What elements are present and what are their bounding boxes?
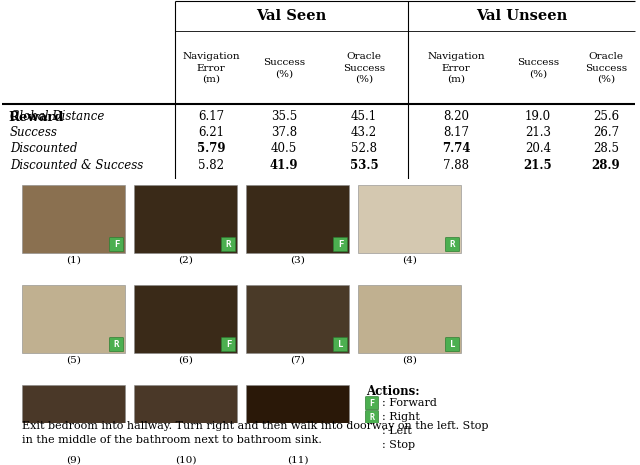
Text: R: R — [114, 340, 119, 349]
Text: F: F — [338, 240, 343, 249]
Text: L: L — [450, 340, 455, 349]
Text: R: R — [450, 240, 455, 249]
Text: R: R — [226, 240, 231, 249]
Text: 25.6: 25.6 — [593, 110, 619, 122]
Text: L: L — [338, 340, 343, 349]
FancyBboxPatch shape — [445, 238, 460, 252]
Text: 8.20: 8.20 — [443, 110, 469, 122]
Text: Exit bedroom into hallway. Turn right and then walk into doorway on the left. St: Exit bedroom into hallway. Turn right an… — [22, 421, 489, 445]
Text: F: F — [369, 399, 374, 408]
Text: L: L — [369, 427, 374, 436]
Text: Success: Success — [10, 126, 58, 139]
Bar — [134, 385, 237, 453]
Text: (5): (5) — [66, 355, 81, 364]
Text: (4): (4) — [402, 255, 417, 264]
Text: 21.5: 21.5 — [524, 159, 552, 172]
Text: Discounted & Success: Discounted & Success — [10, 159, 143, 172]
FancyBboxPatch shape — [365, 438, 378, 452]
FancyBboxPatch shape — [365, 397, 378, 410]
Bar — [134, 185, 237, 253]
Bar — [246, 185, 349, 253]
Bar — [134, 285, 237, 353]
Text: 43.2: 43.2 — [351, 126, 377, 139]
Text: 7.88: 7.88 — [443, 159, 469, 172]
Text: (3): (3) — [290, 255, 305, 264]
Text: Success
(%): Success (%) — [263, 58, 305, 78]
Bar — [358, 185, 461, 253]
Text: L: L — [114, 440, 119, 449]
FancyBboxPatch shape — [221, 338, 236, 352]
Text: 53.5: 53.5 — [349, 159, 378, 172]
FancyBboxPatch shape — [221, 438, 236, 452]
FancyBboxPatch shape — [333, 338, 348, 352]
Text: (2): (2) — [178, 255, 193, 264]
Text: R: R — [369, 412, 374, 422]
Text: F: F — [114, 240, 119, 249]
Text: 35.5: 35.5 — [271, 110, 297, 122]
Text: 5.82: 5.82 — [198, 159, 224, 172]
Text: (9): (9) — [66, 455, 81, 464]
Text: : Left: : Left — [382, 426, 412, 436]
FancyBboxPatch shape — [333, 238, 348, 252]
Text: 6.21: 6.21 — [198, 126, 224, 139]
Text: F: F — [226, 340, 231, 349]
Bar — [246, 285, 349, 353]
Text: (8): (8) — [402, 355, 417, 364]
Text: S: S — [369, 441, 374, 450]
Bar — [22, 385, 125, 453]
Text: Navigation
Error
(m): Navigation Error (m) — [182, 53, 240, 84]
Text: 28.9: 28.9 — [592, 159, 620, 172]
Text: 6.17: 6.17 — [198, 110, 224, 122]
Text: Actions:: Actions: — [366, 385, 420, 398]
Text: Navigation
Error
(m): Navigation Error (m) — [427, 53, 485, 84]
Text: : Stop: : Stop — [382, 440, 415, 450]
Text: 45.1: 45.1 — [351, 110, 377, 122]
FancyBboxPatch shape — [221, 238, 236, 252]
Text: (11): (11) — [287, 455, 308, 464]
Text: 52.8: 52.8 — [351, 141, 377, 154]
Text: Global Distance: Global Distance — [10, 110, 104, 122]
Bar — [22, 185, 125, 253]
Text: (1): (1) — [66, 255, 81, 264]
Text: 28.5: 28.5 — [593, 141, 619, 154]
Text: 7.74: 7.74 — [442, 141, 470, 154]
FancyBboxPatch shape — [109, 238, 124, 252]
Text: (6): (6) — [178, 355, 193, 364]
Text: 40.5: 40.5 — [271, 141, 297, 154]
Text: 5.79: 5.79 — [196, 141, 225, 154]
Text: 21.3: 21.3 — [525, 126, 551, 139]
Text: (10): (10) — [175, 455, 196, 464]
Text: 37.8: 37.8 — [271, 126, 297, 139]
Text: Val Unseen: Val Unseen — [476, 9, 567, 23]
Text: Val Seen: Val Seen — [257, 9, 326, 23]
Text: (7): (7) — [290, 355, 305, 364]
Text: Discounted: Discounted — [10, 141, 77, 154]
Text: Oracle
Success
(%): Oracle Success (%) — [343, 53, 385, 84]
FancyBboxPatch shape — [365, 425, 378, 438]
FancyBboxPatch shape — [109, 338, 124, 352]
FancyBboxPatch shape — [365, 411, 378, 424]
Text: : Forward: : Forward — [382, 398, 437, 408]
FancyBboxPatch shape — [445, 338, 460, 352]
FancyBboxPatch shape — [333, 438, 348, 452]
FancyBboxPatch shape — [109, 438, 124, 452]
Text: Reward: Reward — [8, 111, 63, 124]
Bar — [358, 285, 461, 353]
Bar — [22, 285, 125, 353]
Text: 41.9: 41.9 — [269, 159, 298, 172]
Text: 8.17: 8.17 — [443, 126, 469, 139]
Text: Success
(%): Success (%) — [517, 58, 559, 78]
Text: Oracle
Success
(%): Oracle Success (%) — [585, 53, 627, 84]
Text: : Right: : Right — [382, 412, 420, 422]
Text: F: F — [226, 440, 231, 449]
Text: 20.4: 20.4 — [525, 141, 551, 154]
Text: 19.0: 19.0 — [525, 110, 551, 122]
Text: S: S — [338, 440, 343, 449]
Text: 26.7: 26.7 — [593, 126, 619, 139]
Bar — [246, 385, 349, 453]
